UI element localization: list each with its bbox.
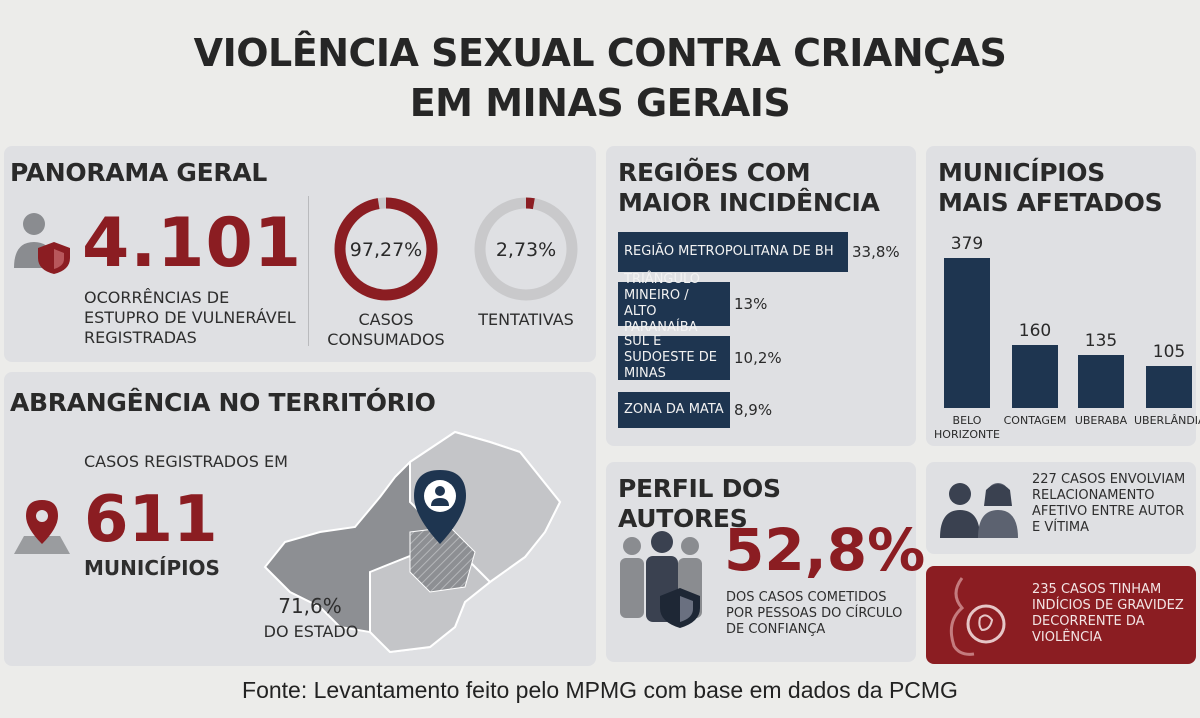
municipios-panel: MUNICÍPIOS MAIS AFETADOS 379 BELO HORIZONT… <box>926 146 1200 446</box>
total-desc: OCORRÊNCIAS DE ESTUPRO DE VULNERÁVEL REG… <box>84 288 296 348</box>
municipio-bar <box>944 258 990 408</box>
relacionamento-line: E VÍTIMA <box>1032 520 1089 535</box>
total-desc-line: ESTUPRO DE VULNERÁVEL <box>84 308 296 327</box>
perfil-desc: DOS CASOS COMETIDOS POR PESSOAS DO CÍRCU… <box>726 590 902 638</box>
gravidez-line: DECORRENTE DA <box>1032 614 1145 629</box>
page-title: VIOLÊNCIA SEXUAL CONTRA CRIANÇAS EM MINA… <box>0 28 1200 128</box>
municipio-bar-label-line: CONTAGEM <box>1003 414 1067 427</box>
group-shield-icon <box>620 531 702 628</box>
perfil-panel: PERFIL DOS AUTORES 52,8% DOS CASOS COMET… <box>606 462 925 662</box>
pregnancy-icon <box>949 577 1006 656</box>
perfil-desc-line: POR PESSOAS DO CÍRCULO <box>726 606 903 621</box>
person-shield-icon <box>14 213 70 274</box>
tentativas-arc <box>474 197 578 301</box>
map-pin-icon <box>14 500 70 554</box>
gravidez-line: 235 CASOS TINHAM <box>1032 582 1162 597</box>
municipio-bar-value: 379 <box>950 234 984 254</box>
panorama-panel: PANORAMA GERAL 4.101 OCORRÊNCIAS DE ESTU… <box>4 146 596 362</box>
municipio-bar <box>1146 366 1192 408</box>
gravidez-text: 235 CASOS TINHAM INDÍCIOS DE GRAVIDEZ DE… <box>1032 582 1184 646</box>
region-bar-label: SUL E SUDOESTE DE MINAS <box>624 334 724 382</box>
total-desc-line: REGISTRADAS <box>84 328 197 347</box>
region-bar: REGIÃO METROPOLITANA DE BH <box>618 232 848 272</box>
municipio-bar-value: 135 <box>1084 331 1118 351</box>
consumados-desc-line: CASOS <box>358 310 414 329</box>
couple-icon <box>940 483 1018 538</box>
region-bar-label: REGIÃO METROPOLITANA DE BH <box>624 244 834 260</box>
gravidez-panel: 235 CASOS TINHAM INDÍCIOS DE GRAVIDEZ DE… <box>926 566 1196 664</box>
regioes-title: REGIÕES COM MAIOR INCIDÊNCIA <box>618 158 880 217</box>
perfil-desc-line: DE CONFIANÇA <box>726 622 826 637</box>
gravidez-line: INDÍCIOS DE GRAVIDEZ <box>1032 598 1184 613</box>
region-bar: TRIÂNGULO MINEIRO / ALTO PARANAÍBA <box>618 272 730 335</box>
relacionamento-line: AFETIVO ENTRE AUTOR <box>1032 504 1185 519</box>
region-bar: ZONA DA MATA <box>618 392 730 428</box>
municipios-title: MUNICÍPIOS MAIS AFETADOS <box>938 158 1163 217</box>
minas-gerais-map <box>263 430 562 654</box>
relacionamento-line: RELACIONAMENTO <box>1032 488 1155 503</box>
consumados-pct: 97,27% <box>350 239 422 261</box>
panorama-title: PANORAMA GERAL <box>10 158 268 187</box>
region-bar-label-line: SUL E SUDOESTE DE <box>624 334 717 365</box>
region-bar-label-line: ALTO PARANAÍBA <box>624 304 698 335</box>
total-occurrences: 4.101 <box>82 204 303 283</box>
tentativas-pct: 2,73% <box>496 239 556 261</box>
consumados-arc <box>334 197 438 301</box>
abrangencia-title: ABRANGÊNCIA NO TERRITÓRIO <box>10 388 436 417</box>
divider <box>308 196 309 346</box>
abrangencia-intro: CASOS REGISTRADOS EM <box>84 452 288 471</box>
municipio-bar-label-line: BELO <box>952 414 982 427</box>
tentativas-donut: 2,73% <box>474 197 578 301</box>
gravidez-line: VIOLÊNCIA <box>1032 630 1102 645</box>
municipio-bar-label-line: UBERABA <box>1074 414 1128 427</box>
perfil-desc-line: DOS CASOS COMETIDOS <box>726 590 887 605</box>
tentativas-desc: TENTATIVAS <box>478 310 574 329</box>
region-bar-value: 33,8% <box>852 243 900 261</box>
relacionamento-line: 227 CASOS ENVOLVIAM <box>1032 472 1186 487</box>
municipio-bar-label-line: HORIZONTE <box>934 428 1000 441</box>
perfil-title: PERFIL DOS AUTORES <box>618 474 781 533</box>
estado-pct: 71,6% <box>278 594 342 618</box>
consumados-desc: CASOS CONSUMADOS <box>320 310 452 350</box>
municipio-bar-label-line: UBERLÂNDIA <box>1134 414 1200 427</box>
regioes-panel: REGIÕES COM MAIOR INCIDÊNCIA REGIÃO METR… <box>606 146 916 446</box>
region-bar-value: 10,2% <box>734 349 782 367</box>
region-bar-label-line: REGIÃO METROPOLITANA DE BH <box>624 244 834 259</box>
municipio-bar <box>1012 345 1058 408</box>
region-bar-label-line: ZONA DA MATA <box>624 402 724 417</box>
municipios-count: 611 <box>84 483 218 557</box>
municipio-bar-value: 160 <box>1018 321 1052 341</box>
region-bar-label-line: TRIÂNGULO MINEIRO / <box>624 272 701 303</box>
region-bar-value: 13% <box>734 295 768 313</box>
municipio-bar-label: CONTAGEM <box>1000 414 1070 428</box>
relacionamento-panel: 227 CASOS ENVOLVIAM RELACIONAMENTO AFETI… <box>926 462 1196 554</box>
municipio-bar <box>1078 355 1124 408</box>
abrangencia-panel: ABRANGÊNCIA NO TERRITÓRIO CASOS REGISTRA… <box>4 372 596 666</box>
region-bar-label-line: MINAS <box>624 366 666 381</box>
municipio-bar-label: BELO HORIZONTE <box>932 414 1002 442</box>
relacionamento-text: 227 CASOS ENVOLVIAM RELACIONAMENTO AFETI… <box>1032 472 1185 536</box>
region-bar-label: ZONA DA MATA <box>624 402 724 418</box>
municipio-bar-label: UBERABA <box>1066 414 1136 428</box>
estado-pct-desc: DO ESTADO <box>263 622 359 641</box>
title-line-1: VIOLÊNCIA SEXUAL CONTRA CRIANÇAS <box>193 31 1007 75</box>
municipio-bar-value: 105 <box>1152 342 1186 362</box>
municipios-unit: MUNICÍPIOS <box>84 556 220 580</box>
region-bar: SUL E SUDOESTE DE MINAS <box>618 334 730 382</box>
source-note: Fonte: Levantamento feito pelo MPMG com … <box>242 677 958 703</box>
title-line-2: EM MINAS GERAIS <box>409 81 791 125</box>
perfil-pct: 52,8% <box>724 516 926 584</box>
consumados-donut: 97,27% <box>334 197 438 301</box>
region-bar-value: 8,9% <box>734 401 773 419</box>
total-desc-line: OCORRÊNCIAS DE <box>84 288 230 307</box>
region-bar-label: TRIÂNGULO MINEIRO / ALTO PARANAÍBA <box>624 272 724 336</box>
municipio-bar-label: UBERLÂNDIA <box>1134 414 1200 428</box>
consumados-desc-line: CONSUMADOS <box>327 330 445 349</box>
